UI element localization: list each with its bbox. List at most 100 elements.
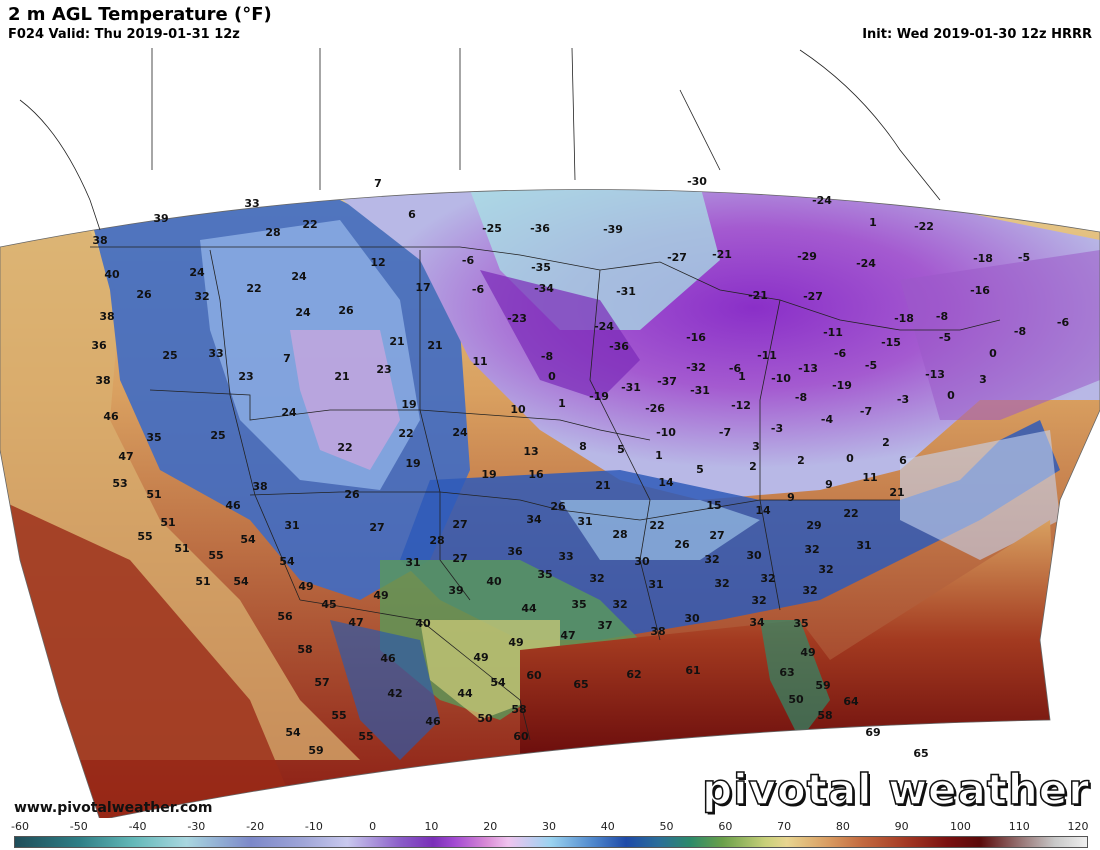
temperature-label: 19 (405, 457, 420, 470)
temperature-label: 2 (749, 460, 757, 473)
temperature-label: 62 (626, 668, 641, 681)
website-link[interactable]: www.pivotalweather.com (14, 800, 213, 816)
temperature-label: 44 (521, 602, 537, 615)
temperature-label: 55 (331, 709, 346, 722)
color-scale-tick: 30 (542, 820, 556, 833)
temperature-label: 22 (398, 427, 413, 440)
temperature-label: 54 (490, 676, 506, 689)
temperature-label: 55 (208, 549, 223, 562)
temperature-label: 5 (617, 443, 625, 456)
color-scale-tick: 80 (835, 820, 850, 833)
temperature-label: 38 (95, 374, 110, 387)
temperature-label: 31 (405, 556, 420, 569)
temperature-label: 21 (889, 486, 904, 499)
temperature-label: -8 (541, 350, 553, 363)
temperature-label: -36 (530, 222, 550, 235)
temperature-label: -22 (914, 220, 934, 233)
temperature-label: -25 (482, 222, 502, 235)
temperature-label: 26 (674, 538, 690, 551)
color-scale-tick: 90 (894, 820, 909, 833)
temperature-label: 21 (427, 339, 442, 352)
temperature-label: 60 (526, 669, 542, 682)
temperature-label: 49 (473, 651, 488, 664)
temperature-label: 27 (709, 529, 724, 542)
temperature-label: 31 (856, 539, 871, 552)
temperature-label: -18 (894, 312, 914, 325)
temperature-label: 7 (374, 177, 382, 190)
temperature-label: 11 (862, 471, 877, 484)
temperature-label: -27 (667, 251, 687, 264)
temperature-label: 47 (348, 616, 363, 629)
temperature-label: 3 (979, 373, 987, 386)
temperature-label: -27 (803, 290, 823, 303)
temperature-label: 10 (510, 403, 526, 416)
temperature-label: 40 (486, 575, 502, 588)
temperature-label: 57 (314, 676, 329, 689)
init-time: Init: Wed 2019-01-30 12z HRRR (862, 27, 1092, 42)
color-scale-tick: 120 (1067, 820, 1089, 833)
temperature-label: -4 (821, 413, 834, 426)
temperature-label: 13 (523, 445, 538, 458)
temperature-label: 61 (685, 664, 700, 677)
temperature-label: 33 (558, 550, 573, 563)
temperature-label: -35 (531, 261, 551, 274)
temperature-label: 30 (746, 549, 762, 562)
temperature-label: 46 (425, 715, 441, 728)
temperature-label: 23 (238, 370, 253, 383)
color-scale-tick: 110 (1008, 820, 1030, 833)
color-scale: -60 -50 -40 -30 -20 -10 0 10 20 30 40 50 60 70 80 90 100… (0, 818, 1100, 850)
boundaries (19, 47, 1001, 741)
temperature-label: -15 (881, 336, 901, 349)
temperature-label: 28 (612, 528, 627, 541)
color-scale-tick: 40 (600, 820, 615, 833)
temperature-label: 46 (103, 410, 119, 423)
temperature-label: 9 (787, 491, 795, 504)
color-scale-tick: -50 (69, 820, 88, 833)
temperature-label: 31 (284, 519, 299, 532)
temperature-label: 38 (99, 310, 114, 323)
temperature-label: 30 (634, 555, 650, 568)
valid-time: F024 Valid: Thu 2019-01-31 12z (8, 27, 240, 42)
temperature-label: 0 (846, 452, 854, 465)
temperature-label: 49 (298, 580, 313, 593)
color-scale-tick: 100 (949, 820, 971, 833)
temperature-label: -5 (1018, 251, 1030, 264)
temperature-label: 58 (297, 643, 312, 656)
header: 2 m AGL Temperature (°F) F024 Valid: Thu… (0, 0, 1100, 46)
temperature-label: 34 (749, 616, 765, 629)
color-scale-tick: 0 (369, 820, 377, 833)
temperature-label: 24 (281, 406, 297, 419)
temperature-label: 25 (162, 349, 177, 362)
temperature-label: 40 (104, 268, 120, 281)
temperature-label: -16 (970, 284, 990, 297)
temperature-label: -26 (645, 402, 665, 415)
temperature-label: 2 (797, 454, 805, 467)
temperature-label: 51 (160, 516, 175, 529)
temperature-label: 59 (308, 744, 323, 757)
temperature-label: -19 (832, 379, 852, 392)
temperature-label: -6 (462, 254, 475, 267)
temperature-label: 46 (225, 499, 241, 512)
temperature-label: -7 (860, 405, 872, 418)
temperature-label: -36 (609, 340, 629, 353)
temperature-label: 28 (265, 226, 280, 239)
temperature-label: 32 (751, 594, 766, 607)
temperature-label: 19 (481, 468, 496, 481)
color-scale-tick: 20 (483, 820, 498, 833)
temperature-label: 38 (252, 480, 267, 493)
temperature-label: 54 (285, 726, 301, 739)
temperature-label: 1 (738, 370, 746, 383)
temperature-label: 6 (408, 208, 416, 221)
temperature-label: 16 (528, 468, 544, 481)
temperature-label: 32 (612, 598, 627, 611)
temperature-label: 24 (295, 306, 311, 319)
temperature-label: -6 (1057, 316, 1070, 329)
temperature-label: 21 (334, 370, 349, 383)
temperature-label: 27 (452, 552, 467, 565)
temperature-label: -31 (621, 381, 641, 394)
temperature-label: 39 (448, 584, 463, 597)
temperature-label: 3 (752, 440, 760, 453)
temperature-label: 1 (869, 216, 877, 229)
